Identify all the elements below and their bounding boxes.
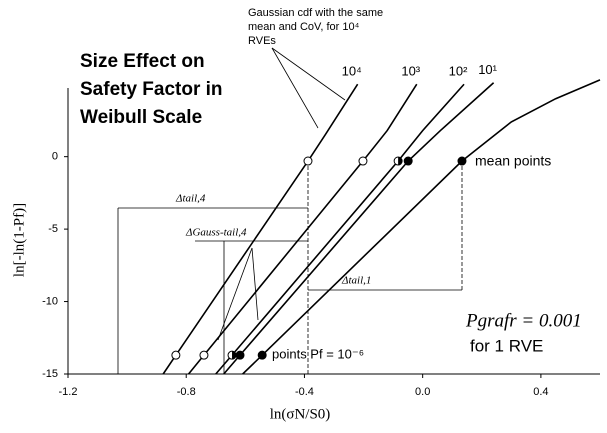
- annotation: for 1 RVE: [470, 336, 543, 355]
- low-point-half: [232, 351, 237, 360]
- series-label: 10²: [449, 64, 468, 79]
- x-tick-label: -0.8: [177, 386, 196, 398]
- low-point: [171, 350, 181, 360]
- annotation: Δtail,1: [341, 275, 371, 287]
- pointer: [271, 47, 319, 129]
- mean-point-half: [398, 157, 403, 166]
- y-tick-label: 0: [52, 151, 58, 163]
- curve: [242, 79, 601, 375]
- annotation: points Pf = 10⁻⁶: [272, 346, 364, 361]
- annotation: mean points: [475, 153, 551, 169]
- x-tick-label: 0.4: [533, 386, 548, 398]
- curve: [215, 83, 465, 375]
- annotation: RVEs: [248, 35, 276, 47]
- x-tick-label: -0.4: [295, 386, 314, 398]
- low-point: [235, 350, 245, 360]
- y-tick-label: -5: [48, 223, 58, 235]
- annotation: Gaussian cdf with the same: [248, 7, 383, 19]
- pointer: [271, 47, 346, 101]
- y-tick-label: -15: [42, 368, 58, 380]
- title-line: Safety Factor in: [80, 79, 223, 100]
- x-tick-label: 0.0: [415, 386, 430, 398]
- mean-point: [303, 156, 313, 166]
- pointer: [251, 247, 259, 321]
- low-point: [199, 350, 209, 360]
- annotation: mean and CoV, for 10⁴: [248, 21, 360, 33]
- series-label: 10³: [401, 64, 420, 79]
- mean-point: [457, 156, 467, 166]
- y-axis-label: ln[-ln(1-Pf)]: [11, 203, 27, 277]
- low-point: [257, 350, 267, 360]
- y-tick-label: -10: [42, 295, 58, 307]
- series-label: 10⁴: [342, 64, 362, 79]
- annotation: ΔGauss-tail,4: [185, 227, 247, 239]
- curve: [223, 82, 495, 375]
- annotation: Δtail,4: [175, 193, 206, 205]
- mean-point: [403, 156, 413, 166]
- title-line: Size Effect on: [80, 51, 205, 72]
- series-label: 10¹: [478, 62, 497, 77]
- pointer: [217, 247, 253, 341]
- title-line: Weibull Scale: [80, 107, 202, 128]
- annotation: Pgrafr = 0.001: [465, 310, 582, 331]
- mean-point: [358, 156, 368, 166]
- x-axis-label: ln(σN/S0): [270, 406, 331, 422]
- x-tick-label: -1.2: [59, 386, 78, 398]
